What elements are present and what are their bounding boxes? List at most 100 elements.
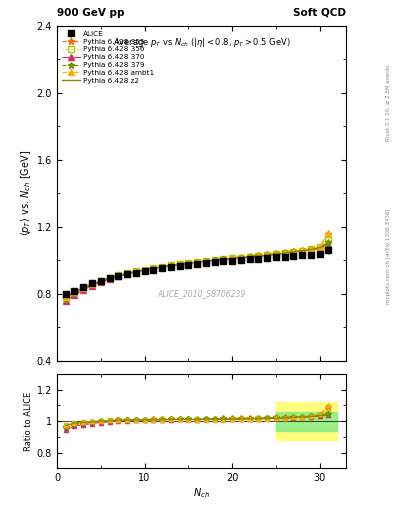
Pythia 6.428 z2: [274, 251, 278, 258]
Pythia 6.428 z2: [125, 270, 129, 276]
Pythia 6.428 356: [133, 268, 138, 274]
Pythia 6.428 z2: [309, 246, 313, 252]
Pythia 6.428 355: [72, 291, 77, 297]
Pythia 6.428 370: [81, 287, 86, 293]
Y-axis label: $\langle p_T \rangle$ vs. $N_{ch}$ [GeV]: $\langle p_T \rangle$ vs. $N_{ch}$ [GeV]: [18, 150, 33, 237]
Pythia 6.428 ambt1: [204, 258, 208, 264]
Pythia 6.428 379: [265, 252, 270, 258]
Pythia 6.428 356: [151, 265, 156, 271]
Legend: ALICE, Pythia 6.428 355, Pythia 6.428 356, Pythia 6.428 370, Pythia 6.428 379, P: ALICE, Pythia 6.428 355, Pythia 6.428 35…: [61, 29, 156, 86]
Pythia 6.428 370: [300, 248, 305, 254]
Pythia 6.428 379: [90, 281, 94, 287]
Pythia 6.428 355: [221, 255, 226, 262]
Pythia 6.428 370: [195, 259, 199, 265]
Pythia 6.428 370: [116, 273, 121, 280]
Pythia 6.428 370: [265, 252, 270, 258]
Pythia 6.428 ambt1: [239, 255, 243, 261]
Pythia 6.428 z2: [317, 245, 322, 251]
Pythia 6.428 ambt1: [317, 244, 322, 250]
Pythia 6.428 ambt1: [160, 264, 164, 270]
Pythia 6.428 ambt1: [256, 253, 261, 260]
Pythia 6.428 356: [300, 248, 305, 254]
Pythia 6.428 ambt1: [107, 275, 112, 281]
Pythia 6.428 379: [309, 246, 313, 252]
Pythia 6.428 356: [274, 251, 278, 257]
Pythia 6.428 ambt1: [142, 267, 147, 273]
Pythia 6.428 356: [142, 267, 147, 273]
Pythia 6.428 z2: [300, 248, 305, 254]
Pythia 6.428 379: [300, 248, 305, 254]
Pythia 6.428 355: [142, 267, 147, 273]
Pythia 6.428 379: [72, 290, 77, 296]
Pythia 6.428 379: [195, 259, 199, 265]
Pythia 6.428 356: [81, 285, 86, 291]
Pythia 6.428 355: [265, 251, 270, 257]
Pythia 6.428 355: [90, 282, 94, 288]
Pythia 6.428 355: [309, 246, 313, 252]
Line: Pythia 6.428 356: Pythia 6.428 356: [63, 238, 331, 301]
Pythia 6.428 356: [90, 281, 94, 287]
Pythia 6.428 356: [63, 294, 68, 301]
Pythia 6.428 z2: [151, 265, 156, 271]
Pythia 6.428 z2: [160, 264, 164, 270]
Pythia 6.428 370: [125, 271, 129, 277]
Pythia 6.428 z2: [265, 252, 270, 259]
Pythia 6.428 ambt1: [125, 270, 129, 276]
Pythia 6.428 356: [204, 258, 208, 264]
Pythia 6.428 379: [212, 257, 217, 263]
Pythia 6.428 379: [98, 278, 103, 284]
Pythia 6.428 370: [282, 250, 287, 257]
Pythia 6.428 z2: [133, 268, 138, 274]
Pythia 6.428 356: [230, 255, 234, 262]
Pythia 6.428 z2: [256, 253, 261, 259]
Pythia 6.428 356: [160, 264, 164, 270]
Pythia 6.428 379: [247, 254, 252, 260]
Pythia 6.428 356: [247, 253, 252, 260]
Pythia 6.428 370: [247, 254, 252, 260]
Text: Average $p_T$ vs $N_{ch}$ ($|\eta| < 0.8$, $p_T > 0.5$ GeV): Average $p_T$ vs $N_{ch}$ ($|\eta| < 0.8…: [112, 36, 290, 49]
Pythia 6.428 ambt1: [186, 260, 191, 266]
Text: Soft QCD: Soft QCD: [293, 8, 346, 18]
Text: ALICE_2010_S8706239: ALICE_2010_S8706239: [157, 289, 246, 298]
Text: mcplots.cern.ch [arXiv:1306.3436]: mcplots.cern.ch [arXiv:1306.3436]: [386, 208, 391, 304]
Line: Pythia 6.428 ambt1: Pythia 6.428 ambt1: [63, 230, 331, 300]
Pythia 6.428 355: [116, 273, 121, 279]
Pythia 6.428 370: [72, 292, 77, 298]
Pythia 6.428 356: [221, 256, 226, 262]
Pythia 6.428 379: [239, 254, 243, 261]
Pythia 6.428 379: [326, 239, 331, 245]
Pythia 6.428 356: [125, 270, 129, 276]
Pythia 6.428 355: [326, 231, 331, 238]
Pythia 6.428 355: [204, 258, 208, 264]
Pythia 6.428 370: [239, 254, 243, 261]
Pythia 6.428 370: [63, 298, 68, 305]
Line: Pythia 6.428 370: Pythia 6.428 370: [63, 241, 331, 304]
Pythia 6.428 379: [142, 267, 147, 273]
Pythia 6.428 356: [177, 261, 182, 267]
Pythia 6.428 379: [204, 258, 208, 264]
Pythia 6.428 ambt1: [169, 263, 173, 269]
Pythia 6.428 ambt1: [274, 251, 278, 258]
Line: Pythia 6.428 355: Pythia 6.428 355: [62, 231, 332, 303]
Pythia 6.428 ambt1: [72, 289, 77, 295]
Pythia 6.428 ambt1: [291, 249, 296, 255]
Pythia 6.428 356: [326, 237, 331, 243]
Pythia 6.428 379: [160, 264, 164, 270]
Pythia 6.428 356: [309, 246, 313, 252]
Pythia 6.428 ambt1: [326, 229, 331, 236]
Pythia 6.428 ambt1: [98, 278, 103, 284]
Pythia 6.428 370: [317, 246, 322, 252]
Pythia 6.428 356: [212, 257, 217, 263]
Pythia 6.428 370: [107, 276, 112, 282]
Pythia 6.428 370: [256, 253, 261, 259]
Pythia 6.428 370: [326, 241, 331, 247]
Pythia 6.428 355: [317, 244, 322, 250]
Pythia 6.428 355: [125, 270, 129, 276]
Pythia 6.428 z2: [247, 254, 252, 260]
Pythia 6.428 379: [256, 253, 261, 259]
Pythia 6.428 379: [125, 270, 129, 276]
Pythia 6.428 370: [142, 267, 147, 273]
Pythia 6.428 379: [81, 285, 86, 291]
Pythia 6.428 ambt1: [300, 247, 305, 253]
Pythia 6.428 z2: [195, 259, 199, 265]
